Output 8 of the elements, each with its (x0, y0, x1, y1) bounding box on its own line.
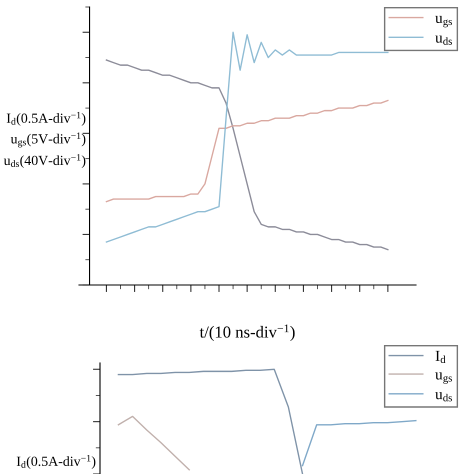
legend-label: u$_{ds}$ (435, 392, 452, 402)
legend-label: I$_{d}$ (436, 350, 446, 364)
x-axis-title: t/(10 ns-div$^{−1}$) (200, 324, 295, 342)
y-axis-title: I$_{d}$(0.5A-div$^{−1}$) (16, 454, 96, 469)
legend-label: u$_{ds}$ (435, 36, 452, 45)
text: I$_{d}$(0.5A-div$^{−1}$) u$_{gs}$(5V-div$^{−1}$) u$_{ds}$(40V-div$^{−1}$) (4, 112, 86, 168)
legend-label: u$_{gs}$ (435, 372, 452, 384)
legend-label: u$_{gs}$ (435, 16, 452, 28)
